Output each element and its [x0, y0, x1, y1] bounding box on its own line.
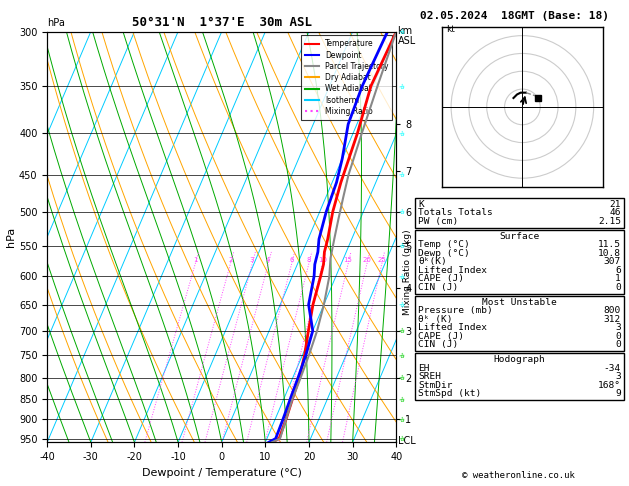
Text: »: » — [396, 80, 407, 92]
Text: PW (cm): PW (cm) — [418, 217, 459, 226]
Text: θᵏ(K): θᵏ(K) — [418, 257, 447, 266]
X-axis label: Dewpoint / Temperature (°C): Dewpoint / Temperature (°C) — [142, 468, 302, 478]
Text: »: » — [396, 26, 407, 37]
Text: 25: 25 — [377, 257, 386, 263]
Text: 11.5: 11.5 — [598, 240, 621, 249]
Text: 1: 1 — [615, 274, 621, 283]
Text: -34: -34 — [604, 364, 621, 373]
Text: km
ASL: km ASL — [398, 26, 416, 46]
Text: »: » — [396, 240, 407, 251]
Text: 168°: 168° — [598, 381, 621, 390]
Text: »: » — [396, 414, 407, 425]
Text: Surface: Surface — [499, 232, 540, 241]
Text: 0: 0 — [615, 283, 621, 292]
Text: CIN (J): CIN (J) — [418, 340, 459, 349]
Text: »: » — [396, 433, 407, 444]
Text: 10.8: 10.8 — [598, 249, 621, 258]
Text: © weatheronline.co.uk: © weatheronline.co.uk — [462, 471, 576, 480]
Text: 800: 800 — [604, 306, 621, 315]
Text: K: K — [418, 200, 424, 209]
Text: 4: 4 — [266, 257, 270, 263]
Text: Lifted Index: Lifted Index — [418, 323, 487, 332]
Text: 10: 10 — [318, 257, 327, 263]
Text: Pressure (mb): Pressure (mb) — [418, 306, 493, 315]
Legend: Temperature, Dewpoint, Parcel Trajectory, Dry Adiabat, Wet Adiabat, Isotherm, Mi: Temperature, Dewpoint, Parcel Trajectory… — [301, 35, 392, 120]
Text: 9: 9 — [615, 389, 621, 398]
Text: »: » — [396, 169, 407, 180]
Text: Most Unstable: Most Unstable — [482, 297, 557, 307]
Text: 8: 8 — [306, 257, 311, 263]
Text: 307: 307 — [604, 257, 621, 266]
Text: CAPE (J): CAPE (J) — [418, 274, 464, 283]
Text: »: » — [396, 207, 407, 218]
Text: 21: 21 — [610, 200, 621, 209]
Text: »: » — [396, 127, 407, 139]
Text: »: » — [396, 271, 407, 282]
Text: hPa: hPa — [47, 18, 65, 28]
Title: 50°31'N  1°37'E  30m ASL: 50°31'N 1°37'E 30m ASL — [131, 16, 312, 29]
Text: Mixing Ratio (g/kg): Mixing Ratio (g/kg) — [403, 229, 412, 315]
Text: Hodograph: Hodograph — [494, 355, 545, 364]
Text: 6: 6 — [615, 266, 621, 275]
Text: 3: 3 — [250, 257, 254, 263]
Text: EH: EH — [418, 364, 430, 373]
Text: Totals Totals: Totals Totals — [418, 208, 493, 218]
Text: Temp (°C): Temp (°C) — [418, 240, 470, 249]
Text: 15: 15 — [343, 257, 352, 263]
Text: CAPE (J): CAPE (J) — [418, 331, 464, 341]
Text: 02.05.2024  18GMT (Base: 18): 02.05.2024 18GMT (Base: 18) — [420, 11, 609, 21]
Text: 3: 3 — [615, 372, 621, 381]
Text: StmSpd (kt): StmSpd (kt) — [418, 389, 482, 398]
Text: LCL: LCL — [398, 436, 416, 446]
Text: »: » — [396, 299, 407, 310]
Text: »: » — [396, 349, 407, 361]
Text: 312: 312 — [604, 314, 621, 324]
Text: 0: 0 — [615, 340, 621, 349]
Text: 3: 3 — [615, 323, 621, 332]
Text: Lifted Index: Lifted Index — [418, 266, 487, 275]
Text: »: » — [396, 372, 407, 383]
Text: 20: 20 — [362, 257, 371, 263]
Text: 46: 46 — [610, 208, 621, 218]
Text: 2.15: 2.15 — [598, 217, 621, 226]
Y-axis label: hPa: hPa — [6, 227, 16, 247]
Text: θᵏ (K): θᵏ (K) — [418, 314, 453, 324]
Text: »: » — [396, 394, 407, 405]
Text: 6: 6 — [289, 257, 294, 263]
Text: StmDir: StmDir — [418, 381, 453, 390]
Text: »: » — [396, 325, 407, 336]
Text: 2: 2 — [228, 257, 233, 263]
Text: CIN (J): CIN (J) — [418, 283, 459, 292]
Text: Dewp (°C): Dewp (°C) — [418, 249, 470, 258]
Text: SREH: SREH — [418, 372, 442, 381]
Text: kt: kt — [446, 25, 455, 34]
Text: 0: 0 — [615, 331, 621, 341]
Text: 1: 1 — [193, 257, 198, 263]
